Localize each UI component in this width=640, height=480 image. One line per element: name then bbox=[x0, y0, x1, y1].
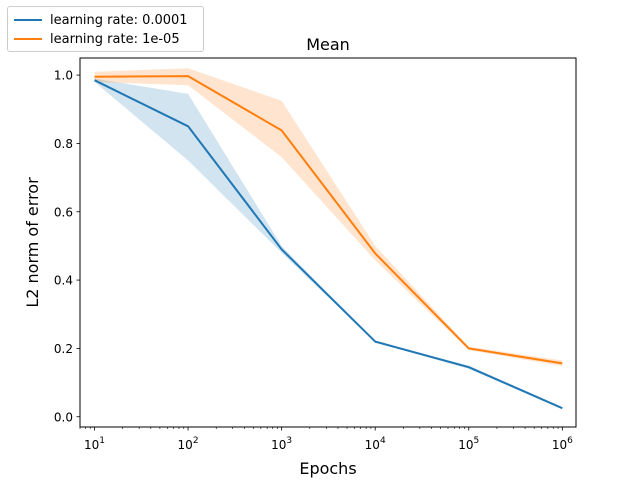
confidence-bands bbox=[94, 68, 563, 409]
legend-label: learning rate: 1e-05 bbox=[50, 31, 180, 47]
axes-frame bbox=[79, 57, 577, 428]
series-lines bbox=[94, 75, 563, 410]
legend-item: learning rate: 1e-05 bbox=[14, 30, 180, 48]
legend-swatch bbox=[14, 19, 42, 21]
y-axis-label: L2 norm of error bbox=[23, 177, 42, 308]
x-tick-label: 103 bbox=[271, 436, 292, 452]
legend-swatch bbox=[14, 38, 42, 40]
y-axis-ticks: 0.0 0.2 0.4 0.6 0.8 1.0 bbox=[54, 69, 80, 424]
y-tick-label: 0.6 bbox=[54, 205, 73, 219]
legend-item: learning rate: 0.0001 bbox=[14, 11, 188, 29]
line-series-1 bbox=[94, 79, 563, 410]
band-series-1 bbox=[94, 78, 563, 409]
legend-label: learning rate: 0.0001 bbox=[50, 12, 188, 28]
chart-title: Mean bbox=[306, 35, 350, 54]
x-axis-label: Epochs bbox=[299, 459, 356, 478]
y-tick-label: 0.4 bbox=[54, 274, 73, 288]
legend: learning rate: 0.0001 learning rate: 1e-… bbox=[7, 6, 204, 52]
x-axis-ticks: 101 102 103 104 105 106 bbox=[79, 427, 573, 452]
y-tick-label: 0.2 bbox=[54, 342, 73, 356]
y-tick-label: 0.0 bbox=[54, 410, 73, 424]
y-tick-label: 1.0 bbox=[54, 69, 73, 83]
x-tick-label: 101 bbox=[84, 436, 105, 452]
line-series-2 bbox=[94, 75, 563, 365]
x-tick-label: 104 bbox=[365, 436, 386, 452]
x-tick-label: 106 bbox=[552, 436, 573, 452]
x-tick-label: 105 bbox=[458, 436, 479, 452]
y-tick-label: 0.8 bbox=[54, 137, 73, 151]
x-tick-label: 102 bbox=[178, 436, 199, 452]
